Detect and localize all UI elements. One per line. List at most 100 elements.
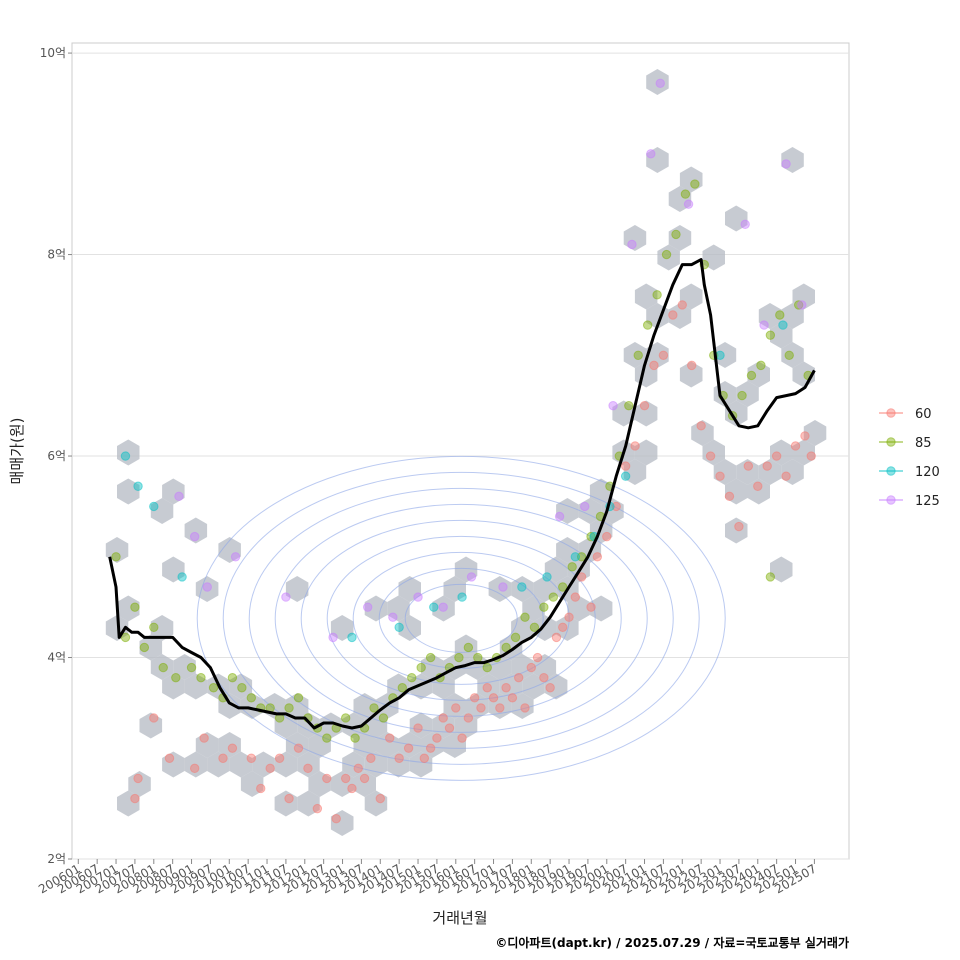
scatter-point xyxy=(227,743,238,753)
scatter-point xyxy=(620,471,631,481)
scatter-point xyxy=(627,239,637,250)
hexbin-cell xyxy=(195,732,219,758)
scatter-point xyxy=(208,683,219,693)
scatter-point xyxy=(510,632,521,643)
hexbin-cell xyxy=(342,751,365,778)
scatter-point xyxy=(781,159,791,169)
hexbin-cell xyxy=(432,595,455,622)
scatter-point xyxy=(353,763,363,774)
hexbin-cell xyxy=(679,166,703,193)
scatter-point xyxy=(322,733,332,743)
scatter-point xyxy=(554,511,565,522)
hexbin-cell xyxy=(623,342,647,368)
scatter-point xyxy=(466,572,477,582)
scatter-point xyxy=(366,753,376,763)
scatter-point xyxy=(495,703,505,713)
scatter-point xyxy=(237,683,247,693)
y-tick-label: 6억 xyxy=(47,449,66,463)
scatter-point xyxy=(532,652,543,663)
scatter-point xyxy=(284,703,294,713)
scatter-point xyxy=(608,400,618,411)
scatter-point xyxy=(227,672,238,683)
hexbin-cell xyxy=(274,751,298,778)
y-axis: 2억 4억 6억 8억 10억 xyxy=(40,46,72,866)
hexbin-cell xyxy=(207,751,230,778)
scatter-point xyxy=(416,662,426,673)
hexbin-cell xyxy=(421,654,444,680)
scatter-point xyxy=(771,451,782,461)
hexbin-cell xyxy=(736,381,759,407)
scatter-point xyxy=(558,622,568,632)
hexbin-cell xyxy=(634,439,658,466)
hexbin-cell xyxy=(398,615,421,641)
legend-key-point xyxy=(886,466,896,476)
scatter-point xyxy=(375,793,385,804)
scatter-point xyxy=(737,390,747,401)
scatter-point xyxy=(661,249,672,260)
scatter-point xyxy=(784,350,794,360)
scatter-point xyxy=(567,562,577,572)
scatter-point xyxy=(668,310,678,320)
hexbin-cell xyxy=(533,654,557,680)
hexbin-cell xyxy=(364,595,388,622)
hexbin-cell xyxy=(218,693,241,719)
hexbin-cell xyxy=(274,790,298,817)
scatter-point xyxy=(340,713,351,723)
scatter-point xyxy=(646,149,656,159)
hexbin-cell xyxy=(511,576,534,602)
scatter-point xyxy=(501,642,511,653)
hexbin-cell xyxy=(679,361,703,388)
scatter-point xyxy=(759,320,769,330)
scatter-point xyxy=(457,592,467,602)
hexbin-cell xyxy=(330,810,354,836)
hexbin-cell xyxy=(646,69,669,95)
scatter-point xyxy=(196,672,206,683)
scatter-point xyxy=(586,602,596,612)
scatter-point xyxy=(705,451,716,461)
hexbin-cell xyxy=(556,498,579,524)
scatter-point xyxy=(174,491,184,502)
scatter-point xyxy=(520,703,530,713)
density-contour xyxy=(326,535,596,701)
scatter-point xyxy=(775,310,785,320)
scatter-point xyxy=(256,783,266,794)
scatter-point xyxy=(655,78,665,88)
scatter-point xyxy=(734,521,744,532)
scatter-point xyxy=(501,683,511,693)
scatter-point xyxy=(419,753,430,763)
scatter-point xyxy=(444,723,455,733)
scatter-point xyxy=(649,360,659,371)
hexbin-cell xyxy=(162,556,185,583)
hexbin-cell xyxy=(533,576,557,602)
scatter-point xyxy=(303,763,313,774)
hexbin-cell xyxy=(702,439,725,466)
scatter-point xyxy=(746,370,757,381)
scatter-point xyxy=(246,693,257,703)
hexbin-cell xyxy=(162,478,185,505)
scatter-point xyxy=(293,693,304,703)
hexbin-cell xyxy=(758,459,782,485)
scatter-point xyxy=(793,300,804,310)
legend-label: 125 xyxy=(915,494,940,509)
scatter-point xyxy=(520,612,530,622)
scatter-point xyxy=(274,753,285,763)
hexbin-cell xyxy=(623,225,647,251)
hexbin-cell xyxy=(117,595,140,622)
scatter-point xyxy=(369,703,379,713)
y-axis-title: 매매가(원) xyxy=(8,418,26,485)
hexbin-cell xyxy=(353,771,376,797)
scatter-point xyxy=(602,531,612,542)
scatter-point xyxy=(186,662,197,673)
hexbin-cell xyxy=(668,225,692,251)
density-contour xyxy=(222,471,700,765)
scatter-point xyxy=(246,753,257,763)
hexbin-cell xyxy=(477,673,500,700)
scatter-point xyxy=(199,733,209,743)
density-contour xyxy=(352,551,570,685)
scatter-point xyxy=(652,290,662,300)
scatter-point xyxy=(680,189,691,199)
scatter-point xyxy=(570,592,581,602)
hexbin-cell xyxy=(781,459,804,485)
scatter-point xyxy=(526,662,536,673)
